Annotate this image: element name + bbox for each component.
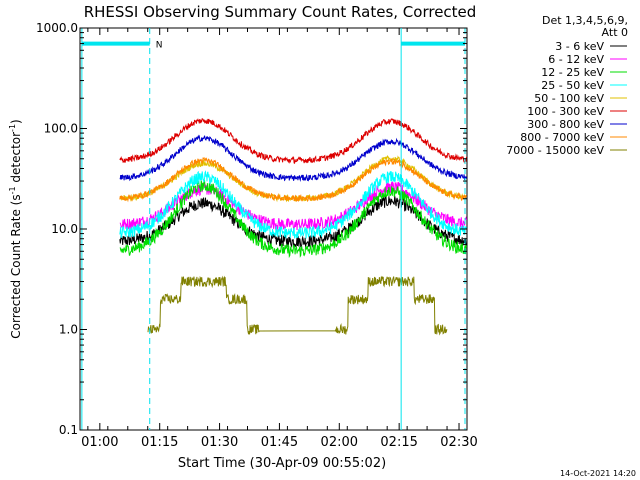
y-tick-label: 100.0 (44, 122, 78, 136)
series-line (147, 275, 448, 336)
y-axis: 0.1 1.0 10.0 100.0 1000.0 (36, 21, 467, 437)
legend-label: 50 - 100 keV (534, 92, 604, 105)
legend-header-line2: Att 0 (602, 26, 628, 39)
legend-label: 100 - 300 keV (527, 105, 604, 118)
series-line (119, 118, 467, 165)
legend-header-line1: Det 1,3,4,5,6,9, (542, 14, 628, 27)
x-tick-label: 01:30 (201, 435, 238, 450)
y-tick-label: 1.0 (59, 323, 78, 337)
x-tick-label: 01:00 (81, 435, 118, 450)
y-axis-label-main: Corrected Count Rate (s (9, 194, 23, 338)
x-tick-label: 02:00 (321, 435, 358, 450)
series-line (119, 156, 467, 203)
footer-timestamp: 14-Oct-2021 14:20 (560, 469, 636, 478)
legend-label: 25 - 50 keV (541, 79, 604, 92)
y-tick-label: 0.1 (59, 423, 78, 437)
x-tick-label: 01:45 (261, 435, 298, 450)
series-line (119, 178, 467, 259)
legend-label: 3 - 6 keV (555, 40, 604, 53)
legend-label: 12 - 25 keV (541, 66, 604, 79)
series-line (119, 134, 467, 183)
legend-label: 800 - 7000 keV (520, 131, 604, 144)
y-axis-label: Corrected Count Rate (s-1 detector-1) (8, 119, 23, 338)
plot-area: N (79, 27, 468, 431)
x-axis: 01:00 01:15 01:30 01:45 02:00 02:15 02:30 (81, 28, 478, 450)
y-tick-label: 10.0 (51, 222, 78, 236)
y-axis-label-end: ) (9, 119, 23, 124)
legend-label: 6 - 12 keV (548, 53, 604, 66)
legend-label: 7000 - 15000 keV (506, 144, 604, 157)
y-axis-label-sup2: -1 (8, 124, 17, 132)
series-layer (119, 118, 467, 336)
y-axis-label-sup1: -1 (8, 186, 17, 194)
series-line (119, 170, 467, 239)
x-tick-label: 02:15 (380, 435, 417, 450)
y-axis-label-mid: detector (9, 132, 23, 187)
legend-label: 300 - 800 keV (527, 118, 604, 131)
x-tick-label: 02:30 (440, 435, 477, 450)
chart-title: RHESSI Observing Summary Count Rates, Co… (84, 3, 477, 21)
x-axis-label: Start Time (30-Apr-09 00:55:02) (178, 456, 386, 471)
y-tick-label: 1000.0 (36, 21, 78, 35)
x-tick-label: 01:15 (141, 435, 178, 450)
night-label: N (156, 41, 163, 51)
